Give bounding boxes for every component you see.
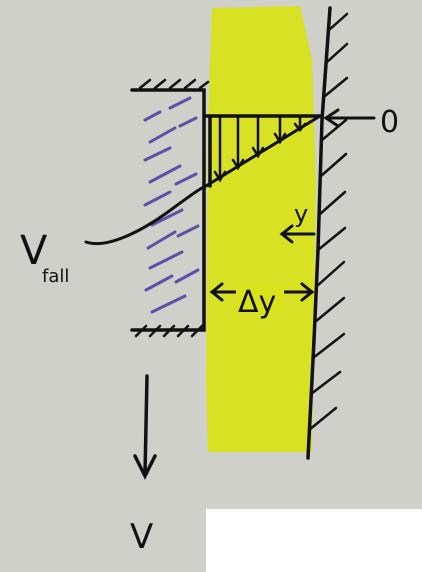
velocity-label: V bbox=[130, 517, 153, 557]
profile-arrows bbox=[213, 114, 307, 183]
blank-white-region bbox=[206, 509, 422, 572]
v-fall-subscript: fall bbox=[42, 266, 69, 287]
wall-hatch bbox=[307, 12, 349, 432]
v-fall-label: V bbox=[20, 228, 48, 274]
plate-top-hatch bbox=[138, 78, 210, 90]
y-axis-arrow: y bbox=[279, 200, 316, 244]
velocity-profile bbox=[204, 114, 324, 188]
gap-label-backing bbox=[236, 284, 284, 312]
gap-label: Δy bbox=[238, 285, 276, 320]
origin-label: 0 bbox=[380, 105, 399, 140]
plate-outline bbox=[130, 88, 206, 332]
fixed-wall bbox=[306, 6, 349, 460]
moving-plate bbox=[130, 78, 210, 338]
y-axis-label: y bbox=[294, 200, 308, 228]
fluid-film-highlight bbox=[206, 6, 316, 452]
gap-dimension: Δy bbox=[209, 282, 315, 320]
origin-marker: 0 bbox=[323, 105, 399, 140]
plate-bottom-hatch bbox=[134, 324, 204, 338]
plate-velocity-arrow: V bbox=[130, 374, 157, 557]
plate-purple-hatch bbox=[143, 96, 200, 314]
v-fall-pointer bbox=[84, 182, 212, 245]
